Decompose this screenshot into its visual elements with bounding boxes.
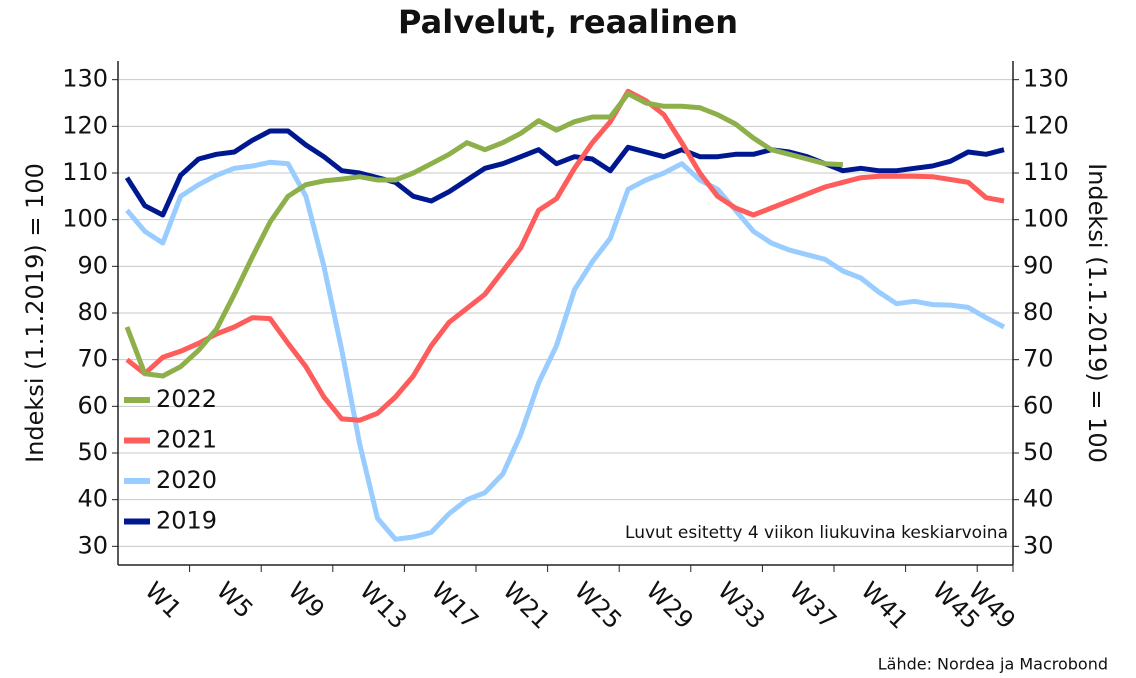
legend-label: 2020 <box>156 466 217 494</box>
series-line <box>124 128 1005 218</box>
y2-tick-label: 70 <box>1023 345 1054 373</box>
x-tick-label: W37 <box>784 576 842 634</box>
y-tick-label: 80 <box>77 298 108 326</box>
y-axis-title: Indeksi (1.1.2019) = 100 <box>21 163 49 463</box>
x-tick-label: W25 <box>569 576 627 634</box>
y2-axis-title: Indeksi (1.1.2019) = 100 <box>1083 163 1111 463</box>
y2-tick-label: 30 <box>1023 531 1054 559</box>
y-tick-label: 100 <box>62 205 108 233</box>
y2-tick-label: 120 <box>1023 111 1069 139</box>
y2-tick-label: 60 <box>1023 391 1054 419</box>
legend-label: 2022 <box>156 385 217 413</box>
y2-tick-label: 50 <box>1023 438 1054 466</box>
x-tick-label: W13 <box>354 576 412 634</box>
y-tick-label: 110 <box>62 158 108 186</box>
y2-tick-label: 90 <box>1023 251 1054 279</box>
x-tick-label: W29 <box>641 576 699 634</box>
y-tick-label: 70 <box>77 345 108 373</box>
y-tick-label: 90 <box>77 251 108 279</box>
x-tick-label: W17 <box>426 576 484 634</box>
series-line <box>124 91 844 379</box>
y-tick-label: 60 <box>77 391 108 419</box>
y2-tick-label: 100 <box>1023 205 1069 233</box>
chart-title: Palvelut, reaalinen <box>398 3 738 41</box>
y-tick-label: 30 <box>77 531 108 559</box>
y2-tick-label: 80 <box>1023 298 1054 326</box>
series-line <box>125 159 1006 542</box>
legend-label: 2019 <box>156 507 217 535</box>
x-tick-label: W41 <box>855 576 913 634</box>
x-tick-label: W21 <box>497 576 555 634</box>
x-tick-label: W1 <box>139 576 186 623</box>
source: Lähde: Nordea ja Macrobond <box>878 655 1108 674</box>
y-tick-label: 120 <box>62 111 108 139</box>
x-tick-label: W33 <box>712 576 770 634</box>
x-tick-label: W9 <box>283 576 330 623</box>
y-tick-label: 40 <box>77 485 108 513</box>
y-tick-label: 130 <box>62 65 108 93</box>
legend-label: 2021 <box>156 426 217 454</box>
y2-tick-label: 130 <box>1023 65 1069 93</box>
y2-tick-label: 110 <box>1023 158 1069 186</box>
x-tick-label: W5 <box>211 576 258 623</box>
series-line <box>125 88 1005 423</box>
annotation: Luvut esitetty 4 viikon liukuvina keskia… <box>625 523 1008 543</box>
y2-tick-label: 40 <box>1023 485 1054 513</box>
y-tick-label: 50 <box>77 438 108 466</box>
